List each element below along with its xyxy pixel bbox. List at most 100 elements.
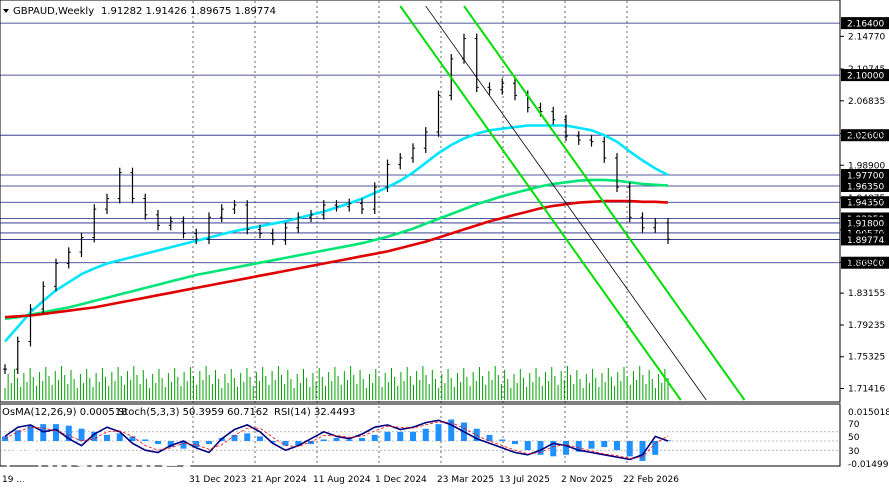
level-tag-label: 1.91800: [847, 219, 884, 229]
time-axis-label: 23 Mar 2025: [437, 475, 494, 485]
osma-bar: [499, 439, 506, 441]
channel-line-middle: [425, 5, 707, 401]
osma-bar: [104, 434, 110, 441]
osma-bar: [308, 441, 314, 445]
osma-bar: [601, 441, 608, 448]
level-tag-label: 1.97700: [847, 172, 884, 182]
osma-bar: [575, 441, 582, 452]
osma-bar: [231, 434, 238, 441]
level-tag-label: 1.94350: [847, 199, 884, 209]
level-tag-label: 1.89774: [847, 236, 884, 246]
channel-line-upper: [463, 5, 746, 401]
price-axis-label: 2.02810: [848, 130, 885, 140]
osma-bar: [422, 428, 429, 441]
time-axis-label: 31 Dec 2023: [189, 475, 247, 485]
chart-header: GBPAUD,Weekly 1.91282 1.91426 1.89675 1.…: [3, 6, 276, 17]
osma-bar: [91, 431, 98, 441]
osma-bar: [295, 441, 302, 446]
price-axis-label: 1.98900: [848, 161, 885, 171]
level-tag-label: 2.02600: [847, 132, 884, 142]
instaforex-logo-icon: [6, 446, 42, 482]
time-axis-label: 19 ...: [2, 475, 25, 485]
level-tag-label: 2.10000: [847, 72, 884, 82]
osma-bar: [282, 441, 289, 446]
level-tag: [841, 179, 889, 192]
osma-bar: [410, 431, 416, 441]
osma-bar: [269, 441, 276, 443]
osma-bar: [78, 428, 85, 441]
osma-bar: [486, 434, 493, 441]
time-axis: 19 ... 31 Dec 2023 21 Apr 2024 11 Aug 2024 1…: [2, 475, 679, 485]
osma-bar: [384, 431, 391, 441]
osma-bar: [320, 439, 327, 441]
osma-bar: [563, 441, 569, 455]
osma-bar: [129, 436, 136, 441]
osma-bar: [167, 441, 174, 448]
osma-bar: [614, 441, 620, 451]
stoch-main-line: [4, 419, 669, 461]
level-tag-label: 1.96350: [847, 182, 884, 192]
level-tag: [841, 216, 889, 229]
osma-bar: [206, 441, 212, 445]
osma-bar: [652, 441, 659, 455]
level-tag: [841, 196, 889, 209]
price-axis: 2.14770 2.10745 2.06835 2.02810 1.98900 1.948…: [840, 32, 885, 394]
osma-bar: [142, 439, 149, 441]
stoch-label: Stoch(5,3,3) 50.3959 60.7162: [118, 407, 269, 418]
oscillator: 0.015018 70 50 30 -0.014999: [0, 408, 889, 470]
level-tag: [841, 169, 889, 182]
price-axis-label: 1.86940: [848, 258, 885, 268]
osma-bar: [512, 441, 518, 445]
osma-bar: [116, 433, 123, 441]
osma-bar: [155, 441, 161, 445]
indicator-header: OsMA(12,26,9) 0.000518 Stoch(5,3,3) 50.3…: [2, 407, 355, 418]
osma-bar: [14, 430, 21, 441]
level-tag: [841, 17, 889, 30]
price-axis-label: 2.10745: [848, 65, 885, 75]
watermark: instaforex Instant Forex Trading: [6, 446, 196, 487]
time-axis-label: 2 Nov 2025: [561, 475, 613, 485]
osma-bar: [371, 434, 378, 441]
level-tag: [841, 69, 889, 82]
price-axis-label: 1.83155: [848, 289, 885, 299]
stoch-signal-line: [4, 421, 669, 459]
osma-bar: [244, 433, 251, 441]
oscillator-panel: [0, 403, 841, 467]
price-bars: [3, 33, 670, 375]
time-axis-label: 11 Aug 2024: [313, 475, 371, 485]
level-tag: [841, 256, 889, 269]
osma-bar: [639, 441, 646, 461]
price-axis-label: 2.14770: [848, 32, 885, 42]
trend-channel: [399, 5, 746, 401]
rsi-label: RSI(14) 32.4493: [274, 407, 355, 418]
oscillator-axis-label: 50: [848, 433, 860, 443]
oscillator-axis-label: 0.015018: [848, 408, 889, 418]
symbol-timeframe: GBPAUD,Weekly: [13, 6, 94, 17]
osma-bar: [257, 436, 263, 441]
level-tag: [841, 129, 889, 142]
oscillator-axis-label: -0.014999: [848, 460, 889, 470]
osma-bar: [448, 419, 455, 441]
osma-bar: [397, 431, 404, 441]
osma-bar: [193, 441, 200, 448]
osma-label: OsMA(12,26,9) 0.000518: [2, 407, 127, 418]
brand-tagline: Instant Forex Trading: [48, 474, 164, 487]
osma-bar: [27, 425, 34, 441]
price-axis-label: 1.79235: [848, 321, 885, 331]
osma-bar: [524, 441, 531, 451]
main-panel: [0, 0, 841, 403]
osma-bar: [65, 425, 72, 441]
time-axis-label: 21 Apr 2024: [251, 475, 307, 485]
oscillator-axis-label: 70: [848, 420, 860, 430]
level-tag: [841, 233, 889, 246]
time-axis-label: 22 Feb 2026: [623, 475, 679, 485]
time-axis-label: 1 Dec 2024: [375, 475, 427, 485]
osma-bar: [473, 428, 480, 441]
osma-bar: [53, 424, 59, 441]
price-axis-label: 2.06835: [848, 97, 885, 107]
price-axis-label: 1.71416: [848, 384, 885, 394]
symbol-dropdown-icon[interactable]: [3, 9, 9, 13]
level-tag-label: 1.86900: [847, 259, 884, 269]
